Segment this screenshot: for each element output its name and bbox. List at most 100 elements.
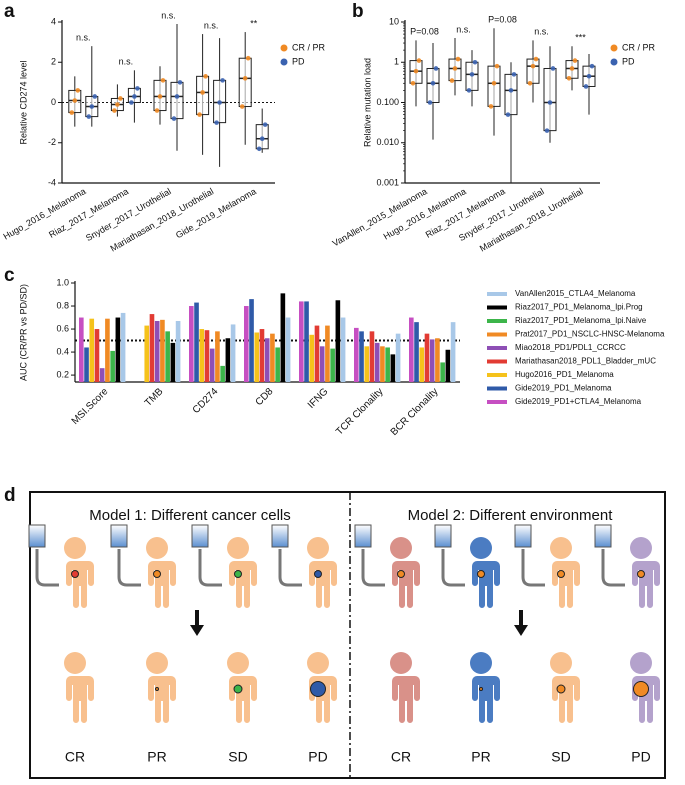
point: [469, 72, 475, 77]
bar: [225, 338, 231, 382]
legend-label: Gide2019_PD1_Melanoma: [515, 384, 612, 393]
bar: [189, 306, 194, 382]
point: [472, 59, 478, 65]
significance: P=0.08: [488, 15, 517, 25]
legend-label: Riaz2017_PD1_Melanoma_Ipi.Naive: [515, 316, 647, 325]
tumor: [310, 681, 326, 697]
box: [238, 57, 252, 108]
y-tick-label: 4: [51, 16, 56, 26]
point: [118, 96, 123, 101]
bar: [170, 342, 176, 382]
tumor: [71, 570, 79, 578]
bar: [79, 317, 84, 382]
bar: [259, 329, 265, 382]
point: [413, 68, 419, 74]
bar: [409, 317, 414, 382]
iv-tube: [601, 549, 625, 587]
box: [196, 75, 210, 116]
tumor: [233, 684, 243, 694]
point: [245, 55, 251, 61]
point: [583, 84, 589, 89]
bar: [374, 342, 380, 382]
significance: n.s.: [456, 24, 471, 34]
legend-label: CR / PR: [622, 42, 656, 52]
point: [491, 80, 497, 86]
point: [214, 120, 219, 125]
response-label: CR: [65, 749, 85, 765]
bar: [440, 362, 445, 382]
bar: [270, 333, 275, 382]
bar: [264, 338, 270, 382]
diagram-frame: [29, 491, 666, 779]
bar: [340, 317, 346, 382]
point: [177, 80, 183, 85]
iv-bag: [514, 524, 532, 548]
legend-label: Riaz2017_PD1_Melanoma_Ipi.Prog: [515, 303, 643, 312]
point: [217, 100, 222, 105]
box: [487, 65, 501, 107]
iv-bag: [110, 524, 128, 548]
point: [550, 66, 556, 71]
response-label: CR: [391, 749, 411, 765]
point: [505, 112, 511, 117]
legend-label: Prat2017_PD1_NSCLC-HNSC-Melanoma: [515, 330, 665, 339]
legend-label: PD: [622, 56, 635, 66]
bar: [175, 320, 181, 382]
point: [572, 58, 578, 63]
tumor: [153, 570, 161, 578]
point: [452, 66, 458, 71]
point: [75, 88, 81, 93]
y-axis-label: Relative CD274 level: [18, 60, 28, 144]
point: [69, 110, 75, 115]
tumor: [234, 570, 242, 578]
y-tick-label: -4: [48, 177, 56, 187]
y-tick-label: 0.001: [376, 177, 399, 187]
bar: [319, 346, 325, 382]
legend-marker: [280, 58, 288, 66]
bar: [390, 354, 396, 382]
point: [92, 94, 98, 99]
legend-marker: [280, 44, 288, 52]
point: [115, 102, 120, 107]
point: [160, 78, 166, 83]
box: [526, 58, 540, 84]
bar: [199, 329, 205, 382]
y-tick-label: 10: [389, 16, 399, 26]
person: [387, 652, 420, 723]
bar: [230, 324, 236, 382]
person: [61, 652, 94, 723]
point: [72, 98, 78, 103]
panel-label: b: [352, 1, 364, 22]
point: [533, 56, 539, 62]
point: [220, 78, 225, 83]
y-tick-label: 0: [51, 97, 56, 107]
arrow: [190, 610, 528, 636]
y-tick-label: 2: [51, 57, 56, 67]
legend-label: Mariathasan2018_PDL1_Bladder_mUC: [515, 357, 656, 366]
iv-bag: [434, 524, 452, 548]
point: [466, 88, 472, 93]
bar: [395, 333, 401, 382]
x-tick-label: BCR Clonality: [389, 386, 441, 438]
iv-tube: [117, 549, 141, 587]
iv-tube: [521, 549, 545, 587]
significance: n.s.: [161, 10, 176, 20]
bar: [359, 331, 364, 382]
bar: [414, 322, 419, 382]
bar: [84, 347, 89, 382]
point: [530, 63, 536, 69]
point: [430, 80, 436, 86]
box: [543, 67, 557, 132]
model-title: Model 1: Different cancer cells: [89, 507, 290, 524]
bar: [254, 332, 260, 382]
bar: [335, 300, 341, 382]
arrow-head: [514, 625, 528, 636]
significance: ***: [575, 33, 586, 43]
point: [589, 63, 595, 69]
significance: n.s.: [204, 20, 219, 30]
bar: [215, 331, 220, 382]
bar: [445, 349, 451, 382]
bar: [314, 325, 320, 382]
iv-bag: [354, 524, 372, 548]
